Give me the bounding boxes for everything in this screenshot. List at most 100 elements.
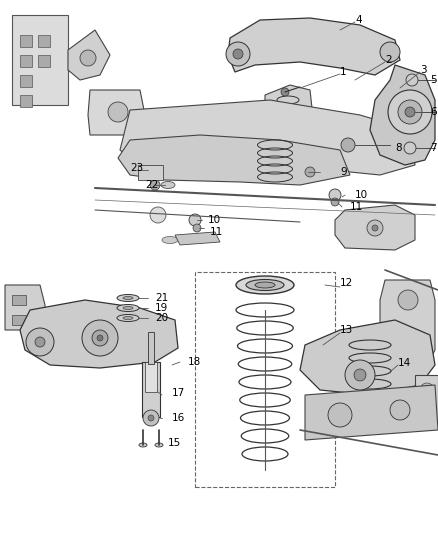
Ellipse shape [236,276,294,294]
Circle shape [420,401,434,415]
Circle shape [35,337,45,347]
Polygon shape [335,205,415,250]
Circle shape [148,415,154,421]
Polygon shape [175,232,220,245]
Text: 20: 20 [155,313,168,323]
Circle shape [143,410,159,426]
Circle shape [331,198,339,206]
Text: 23: 23 [130,163,143,173]
Text: 2: 2 [385,55,392,65]
Circle shape [150,207,166,223]
Ellipse shape [255,282,275,288]
Ellipse shape [123,317,133,319]
Circle shape [388,90,432,134]
Circle shape [354,369,366,381]
Polygon shape [118,135,350,185]
Bar [0,270,438,533]
Ellipse shape [161,182,175,189]
Circle shape [380,42,400,62]
Circle shape [345,360,375,390]
Circle shape [405,107,415,117]
Bar [195,272,335,487]
Ellipse shape [246,279,284,290]
Text: 6: 6 [430,107,437,117]
Polygon shape [12,15,68,105]
Bar [12,295,26,305]
Ellipse shape [117,304,139,311]
Bar [20,35,32,47]
Polygon shape [305,385,438,440]
Bar [12,315,26,325]
Text: 21: 21 [155,293,168,303]
Circle shape [398,290,418,310]
Text: 1: 1 [340,67,346,77]
Circle shape [406,74,418,86]
Circle shape [193,224,201,232]
Bar [148,332,154,364]
Bar [138,165,163,180]
Ellipse shape [155,443,163,447]
Ellipse shape [117,295,139,302]
Circle shape [398,100,422,124]
Text: 4: 4 [355,15,362,25]
Circle shape [82,320,118,356]
Text: 7: 7 [430,143,437,153]
Polygon shape [20,300,178,368]
Text: 5: 5 [430,75,437,85]
Circle shape [281,88,289,96]
Bar [0,0,438,270]
Text: 14: 14 [398,358,411,368]
Bar [20,75,32,87]
Ellipse shape [123,296,133,300]
Text: 12: 12 [340,278,353,288]
Circle shape [398,330,418,350]
Polygon shape [88,90,145,135]
Circle shape [341,138,355,152]
Text: 8: 8 [395,143,402,153]
Bar [145,362,157,392]
Circle shape [150,180,160,190]
Polygon shape [265,85,315,140]
Text: 17: 17 [172,388,185,398]
Ellipse shape [139,443,147,447]
Circle shape [226,42,250,66]
Circle shape [404,142,416,154]
Circle shape [328,403,352,427]
Circle shape [97,335,103,341]
Circle shape [367,220,383,236]
Polygon shape [68,30,110,80]
Circle shape [420,383,434,397]
Bar [20,95,32,107]
Circle shape [329,189,341,201]
Text: 10: 10 [355,190,368,200]
Circle shape [26,328,54,356]
Bar [20,55,32,67]
Ellipse shape [123,306,133,310]
Polygon shape [5,285,45,330]
Polygon shape [300,320,435,395]
Ellipse shape [162,237,178,244]
Polygon shape [228,18,400,75]
Text: 11: 11 [210,227,223,237]
Text: 16: 16 [172,413,185,423]
Polygon shape [370,65,435,165]
Circle shape [80,50,96,66]
Text: 3: 3 [420,65,427,75]
Bar [38,55,50,67]
Text: 19: 19 [155,303,168,313]
Text: 15: 15 [168,438,181,448]
Ellipse shape [117,314,139,321]
Text: 22: 22 [145,180,158,190]
Polygon shape [380,280,435,360]
Text: 9: 9 [340,167,346,177]
Text: 13: 13 [340,325,353,335]
Circle shape [189,214,201,226]
Text: 18: 18 [188,357,201,367]
Text: 10: 10 [208,215,221,225]
Circle shape [108,102,128,122]
Polygon shape [120,100,415,175]
Bar [142,362,160,417]
Text: 11: 11 [350,202,363,212]
Bar [38,35,50,47]
Circle shape [305,167,315,177]
